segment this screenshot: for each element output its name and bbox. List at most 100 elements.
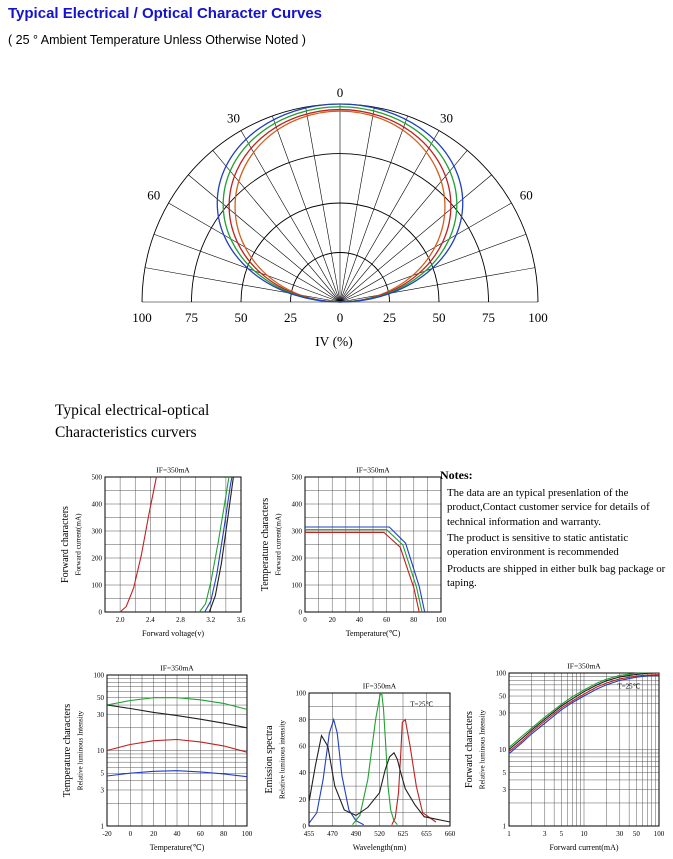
svg-text:625: 625 [398, 830, 409, 838]
svg-text:2.0: 2.0 [116, 616, 125, 624]
svg-text:40: 40 [174, 830, 182, 838]
svg-text:IF=350mA: IF=350mA [156, 466, 190, 475]
svg-text:10: 10 [581, 830, 589, 838]
svg-text:3: 3 [543, 830, 547, 838]
svg-text:T=25℃: T=25℃ [410, 700, 433, 708]
svg-text:80: 80 [220, 830, 228, 838]
svg-text:25: 25 [383, 310, 396, 325]
svg-text:100: 100 [496, 669, 507, 677]
svg-text:5: 5 [503, 769, 507, 777]
svg-text:Relative luminous Intensity: Relative luminous Intensity [77, 710, 85, 790]
svg-text:100: 100 [132, 310, 152, 325]
page-title: Typical Electrical / Optical Character C… [8, 5, 323, 22]
svg-text:Forward current(mA): Forward current(mA) [275, 513, 283, 576]
note-paragraph: The product is sensitive to static antis… [447, 532, 629, 559]
svg-text:75: 75 [482, 310, 495, 325]
svg-text:0: 0 [303, 822, 307, 830]
svg-text:3: 3 [101, 786, 105, 794]
svg-text:IF=350mA: IF=350mA [567, 662, 601, 671]
svg-text:Relative luminous intensity: Relative luminous intensity [279, 720, 287, 799]
svg-text:5: 5 [101, 770, 105, 778]
svg-text:40: 40 [356, 616, 364, 624]
svg-text:Temperature characters: Temperature characters [62, 704, 73, 798]
svg-text:30: 30 [499, 709, 507, 717]
svg-text:Forward current(mA): Forward current(mA) [549, 843, 618, 852]
svg-text:IF=350mA: IF=350mA [356, 466, 390, 475]
svg-text:Forward characters: Forward characters [60, 506, 71, 583]
svg-text:2.4: 2.4 [146, 616, 155, 624]
svg-text:60: 60 [147, 188, 160, 203]
svg-text:IF=350mA: IF=350mA [363, 682, 397, 691]
svg-text:20: 20 [329, 616, 337, 624]
svg-text:50: 50 [97, 694, 105, 702]
svg-text:Temperature(℃): Temperature(℃) [150, 843, 205, 852]
note-paragraph: The data are an typical presenlation of … [447, 487, 650, 528]
svg-text:50: 50 [235, 310, 248, 325]
svg-text:100: 100 [242, 830, 253, 838]
temperature-luminosity-chart: -20 0 20 40 60 80 100 1 3 5 10 30 50 100 IF=350mA Tempe… [60, 660, 256, 856]
notes-heading: Notes: [440, 468, 473, 482]
svg-text:-20: -20 [102, 830, 112, 838]
svg-text:3.2: 3.2 [206, 616, 215, 624]
svg-text:60: 60 [197, 830, 205, 838]
svg-text:30: 30 [97, 711, 105, 719]
svg-text:2.8: 2.8 [176, 616, 185, 624]
svg-text:40: 40 [299, 769, 307, 777]
svg-text:75: 75 [185, 310, 198, 325]
svg-text:200: 200 [92, 554, 103, 562]
svg-text:80: 80 [410, 616, 418, 624]
svg-text:1: 1 [507, 830, 511, 838]
svg-text:1: 1 [101, 822, 105, 830]
svg-text:100: 100 [94, 671, 105, 679]
svg-text:50: 50 [633, 830, 641, 838]
page-subtitle: ( 25 ° Ambient Temperature Unless Otherw… [8, 33, 306, 47]
svg-text:50: 50 [499, 692, 507, 700]
svg-text:400: 400 [292, 500, 303, 508]
forward-voltage-chart: 2.0 2.4 2.8 3.2 3.6 0 100 200 300 400 500 IF=350mA F… [58, 462, 250, 642]
svg-text:490: 490 [351, 830, 362, 838]
svg-text:60: 60 [383, 616, 391, 624]
emission-spectra-chart: 455 470 490 520 625 655 660 0 20 40 60 80 100 IF=350m… [262, 678, 459, 856]
svg-text:10: 10 [97, 747, 105, 755]
svg-text:655: 655 [421, 830, 432, 838]
section-title-line2: Characteristics curvers [55, 424, 197, 442]
svg-text:400: 400 [92, 500, 103, 508]
svg-text:100: 100 [436, 616, 447, 624]
svg-text:25: 25 [284, 310, 297, 325]
svg-text:Wavelength(nm): Wavelength(nm) [353, 843, 407, 852]
svg-text:5: 5 [560, 830, 564, 838]
svg-text:100: 100 [296, 689, 307, 697]
section-title: Typical electrical-optical Characteristi… [55, 400, 209, 445]
svg-text:100: 100 [92, 581, 103, 589]
svg-text:0: 0 [337, 310, 344, 325]
svg-text:IF=350mA: IF=350mA [160, 664, 194, 673]
svg-text:0: 0 [337, 85, 344, 100]
svg-text:50: 50 [433, 310, 446, 325]
svg-text:1: 1 [503, 822, 507, 830]
svg-text:500: 500 [292, 473, 303, 481]
svg-text:Forward characters: Forward characters [464, 711, 475, 788]
svg-text:520: 520 [374, 830, 385, 838]
svg-text:300: 300 [292, 527, 303, 535]
svg-text:3.6: 3.6 [237, 616, 246, 624]
section-title-line1: Typical electrical-optical [55, 402, 210, 419]
svg-text:660: 660 [445, 830, 456, 838]
svg-text:100: 100 [654, 830, 665, 838]
svg-text:470: 470 [327, 830, 338, 838]
svg-text:Emission spectra: Emission spectra [264, 725, 275, 794]
svg-text:30: 30 [227, 111, 240, 126]
current-luminosity-chart: 1 3 5 10 30 50 100 1 3 5 10 30 50 100 IF=350mA T=25℃ For… [462, 658, 668, 856]
radiation-pattern-chart: 0 30 30 60 60 100 75 50 25 0 25 50 75 100 IV (%) [84, 84, 596, 384]
temperature-derating-chart: 0 20 40 60 80 100 0 100 200 300 400 500 IF=350mA Temp… [258, 462, 450, 642]
svg-text:455: 455 [304, 830, 315, 838]
svg-text:IV (%): IV (%) [315, 334, 353, 349]
svg-text:3: 3 [503, 786, 507, 794]
svg-text:80: 80 [299, 716, 307, 724]
svg-text:100: 100 [528, 310, 548, 325]
svg-text:0: 0 [299, 608, 303, 616]
svg-text:30: 30 [616, 830, 624, 838]
svg-text:Forward current(mA): Forward current(mA) [75, 513, 83, 576]
svg-text:Temperature characters: Temperature characters [260, 498, 271, 592]
svg-text:100: 100 [292, 581, 303, 589]
svg-text:60: 60 [299, 743, 307, 751]
